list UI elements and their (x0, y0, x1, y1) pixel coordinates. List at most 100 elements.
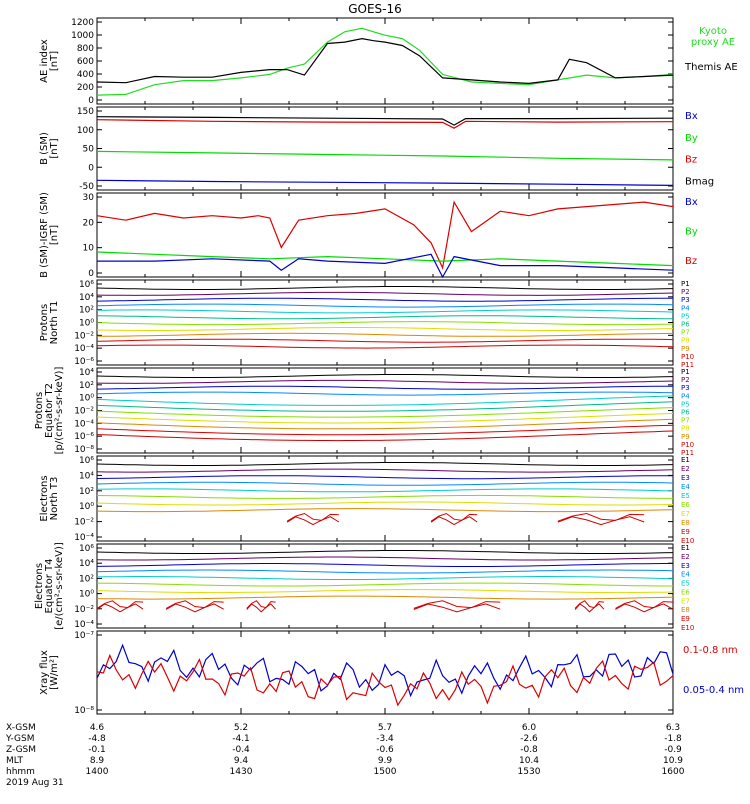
y-tick-label: 10⁰ (79, 319, 94, 329)
y-tick-label: 10⁻⁶ (74, 357, 94, 367)
y-tick-label: 10⁶ (79, 280, 94, 290)
series-line (96, 424, 674, 436)
series-line (165, 600, 224, 609)
y-axis-label: AE index (39, 39, 50, 83)
legend-entry: E10 (681, 624, 694, 632)
panel-3: 0 10 20 30 B (SM)-IGRF (SM) [nT] Bx By Bz (39, 192, 698, 279)
y-tick-label: 10⁻² (74, 518, 94, 528)
y-axis-label: North T3 (49, 477, 60, 521)
legend-entry: E7 (681, 597, 690, 605)
legend-entry: P9 (681, 433, 690, 441)
panel-5: 10⁻⁸ 10⁻⁶ 10⁻⁴ 10⁻² 10⁰ 10² 10⁴ Protons Equator … (34, 367, 694, 457)
y-axis-label: [e/(cm²-s-sr-keV)] (54, 542, 65, 630)
legend-entry: P8 (681, 337, 690, 345)
footer-value: 1400 (86, 767, 109, 777)
series-line (96, 27, 674, 96)
series-line (96, 179, 674, 186)
legend-entry: P11 (681, 361, 694, 369)
series-line (286, 516, 340, 526)
footer-date: 2019 Aug 31 (6, 778, 64, 788)
y-tick-label: 10⁻² (74, 331, 94, 341)
legend-entry: E5 (681, 492, 690, 500)
footer-value: -1.8 (664, 734, 682, 744)
legend-entry: E8 (681, 606, 690, 614)
series-line (96, 303, 674, 308)
y-tick-label: 50 (83, 145, 95, 155)
panel-4: 10⁻⁶ 10⁻⁴ 10⁻² 10⁰ 10² 10⁴ 10⁶ Protons North T1 P… (39, 279, 694, 369)
legend-entry: P7 (681, 417, 690, 425)
legend-entry: E9 (681, 615, 690, 623)
y-axis-label: Electrons (34, 563, 45, 609)
series-line (96, 379, 674, 384)
panel-frame (96, 17, 674, 105)
series-line (96, 116, 674, 126)
footer-value: 1500 (374, 767, 397, 777)
panel-2: -50 0 50 100 150 B (SM) [nT] Bx By Bz Bmag (39, 106, 714, 192)
y-tick-label: 10⁰ (79, 394, 94, 404)
legend-entry: P2 (681, 288, 690, 296)
series-line (96, 327, 674, 331)
series-line (96, 286, 674, 290)
footer-row-label: MLT (6, 756, 24, 766)
y-axis-label: [p/(cm²-s-sr-keV)] (54, 367, 65, 455)
footer-value: 1530 (518, 767, 541, 777)
y-tick-label: 10⁶ (79, 456, 94, 466)
series-line (430, 512, 478, 522)
footer-value: -3.4 (376, 734, 394, 744)
series-line (96, 589, 674, 594)
y-tick-label: 10² (79, 306, 94, 316)
legend-entry: P5 (681, 312, 690, 320)
legend-entry: E3 (681, 562, 690, 570)
y-axis-label: Xray flux (39, 650, 50, 695)
series-line (97, 332, 674, 337)
panel-7: 10⁻⁴ 10⁻² 10⁰ 10² 10⁴ 10⁶ Electrons Equator T4[… (34, 542, 694, 632)
legend-entry: P3 (681, 296, 690, 304)
y-tick-label: 150 (77, 107, 94, 117)
legend-entry: P7 (681, 329, 690, 337)
y-tick-label: 10⁻⁴ (74, 533, 94, 543)
y-axis-label: B (SM)-IGRF (SM) (39, 192, 50, 278)
series-line (96, 643, 674, 698)
y-tick-label: 10⁻⁸ (74, 445, 94, 455)
legend-entry: P3 (681, 384, 690, 392)
footer-value: 10.4 (519, 756, 539, 766)
series-line (96, 418, 674, 430)
y-tick-label: 0 (88, 96, 94, 106)
series-line (96, 494, 673, 499)
y-tick-label: 10⁴ (79, 471, 94, 481)
y-tick-label: 10⁰ (79, 502, 94, 512)
legend-entry: E5 (681, 580, 690, 588)
y-tick-label: 0 (88, 163, 94, 173)
footer-value: 1600 (662, 767, 685, 777)
legend-entry: E6 (681, 588, 690, 596)
y-axis-label: Equator T4 (44, 559, 55, 614)
footer-value: 5.2 (234, 723, 248, 733)
y-tick-label: 10⁻⁴ (74, 344, 94, 354)
legend-entry: E1 (681, 544, 690, 552)
series-line (96, 501, 674, 506)
y-axis-label: B (SM) (39, 132, 50, 165)
y-tick-label: 20 (83, 218, 95, 228)
series-line (96, 374, 674, 378)
series-line (96, 37, 674, 85)
series-line (96, 468, 674, 473)
y-tick-label: 10⁻⁴ (74, 620, 94, 630)
footer-value: 9.4 (234, 756, 249, 766)
panel-8: 10⁻⁸ 10⁻⁷ Xray flux [W/m²] 0.1-0.8 nm 0.05-0.… (39, 630, 744, 716)
series-line (557, 512, 645, 522)
y-axis-label: Protons (34, 392, 45, 429)
series-line (96, 475, 673, 480)
panel-frame (96, 192, 674, 278)
series-line (96, 600, 144, 609)
footer-value: 1430 (230, 767, 253, 777)
series-line (96, 488, 674, 493)
series-line (96, 413, 674, 424)
footer-value: -0.9 (664, 745, 682, 755)
series-line (96, 338, 674, 343)
legend-entry: P10 (681, 353, 694, 361)
y-tick-label: 10⁰ (79, 590, 94, 600)
legend-entry: P6 (681, 321, 690, 329)
footer-value: -0.1 (88, 745, 106, 755)
